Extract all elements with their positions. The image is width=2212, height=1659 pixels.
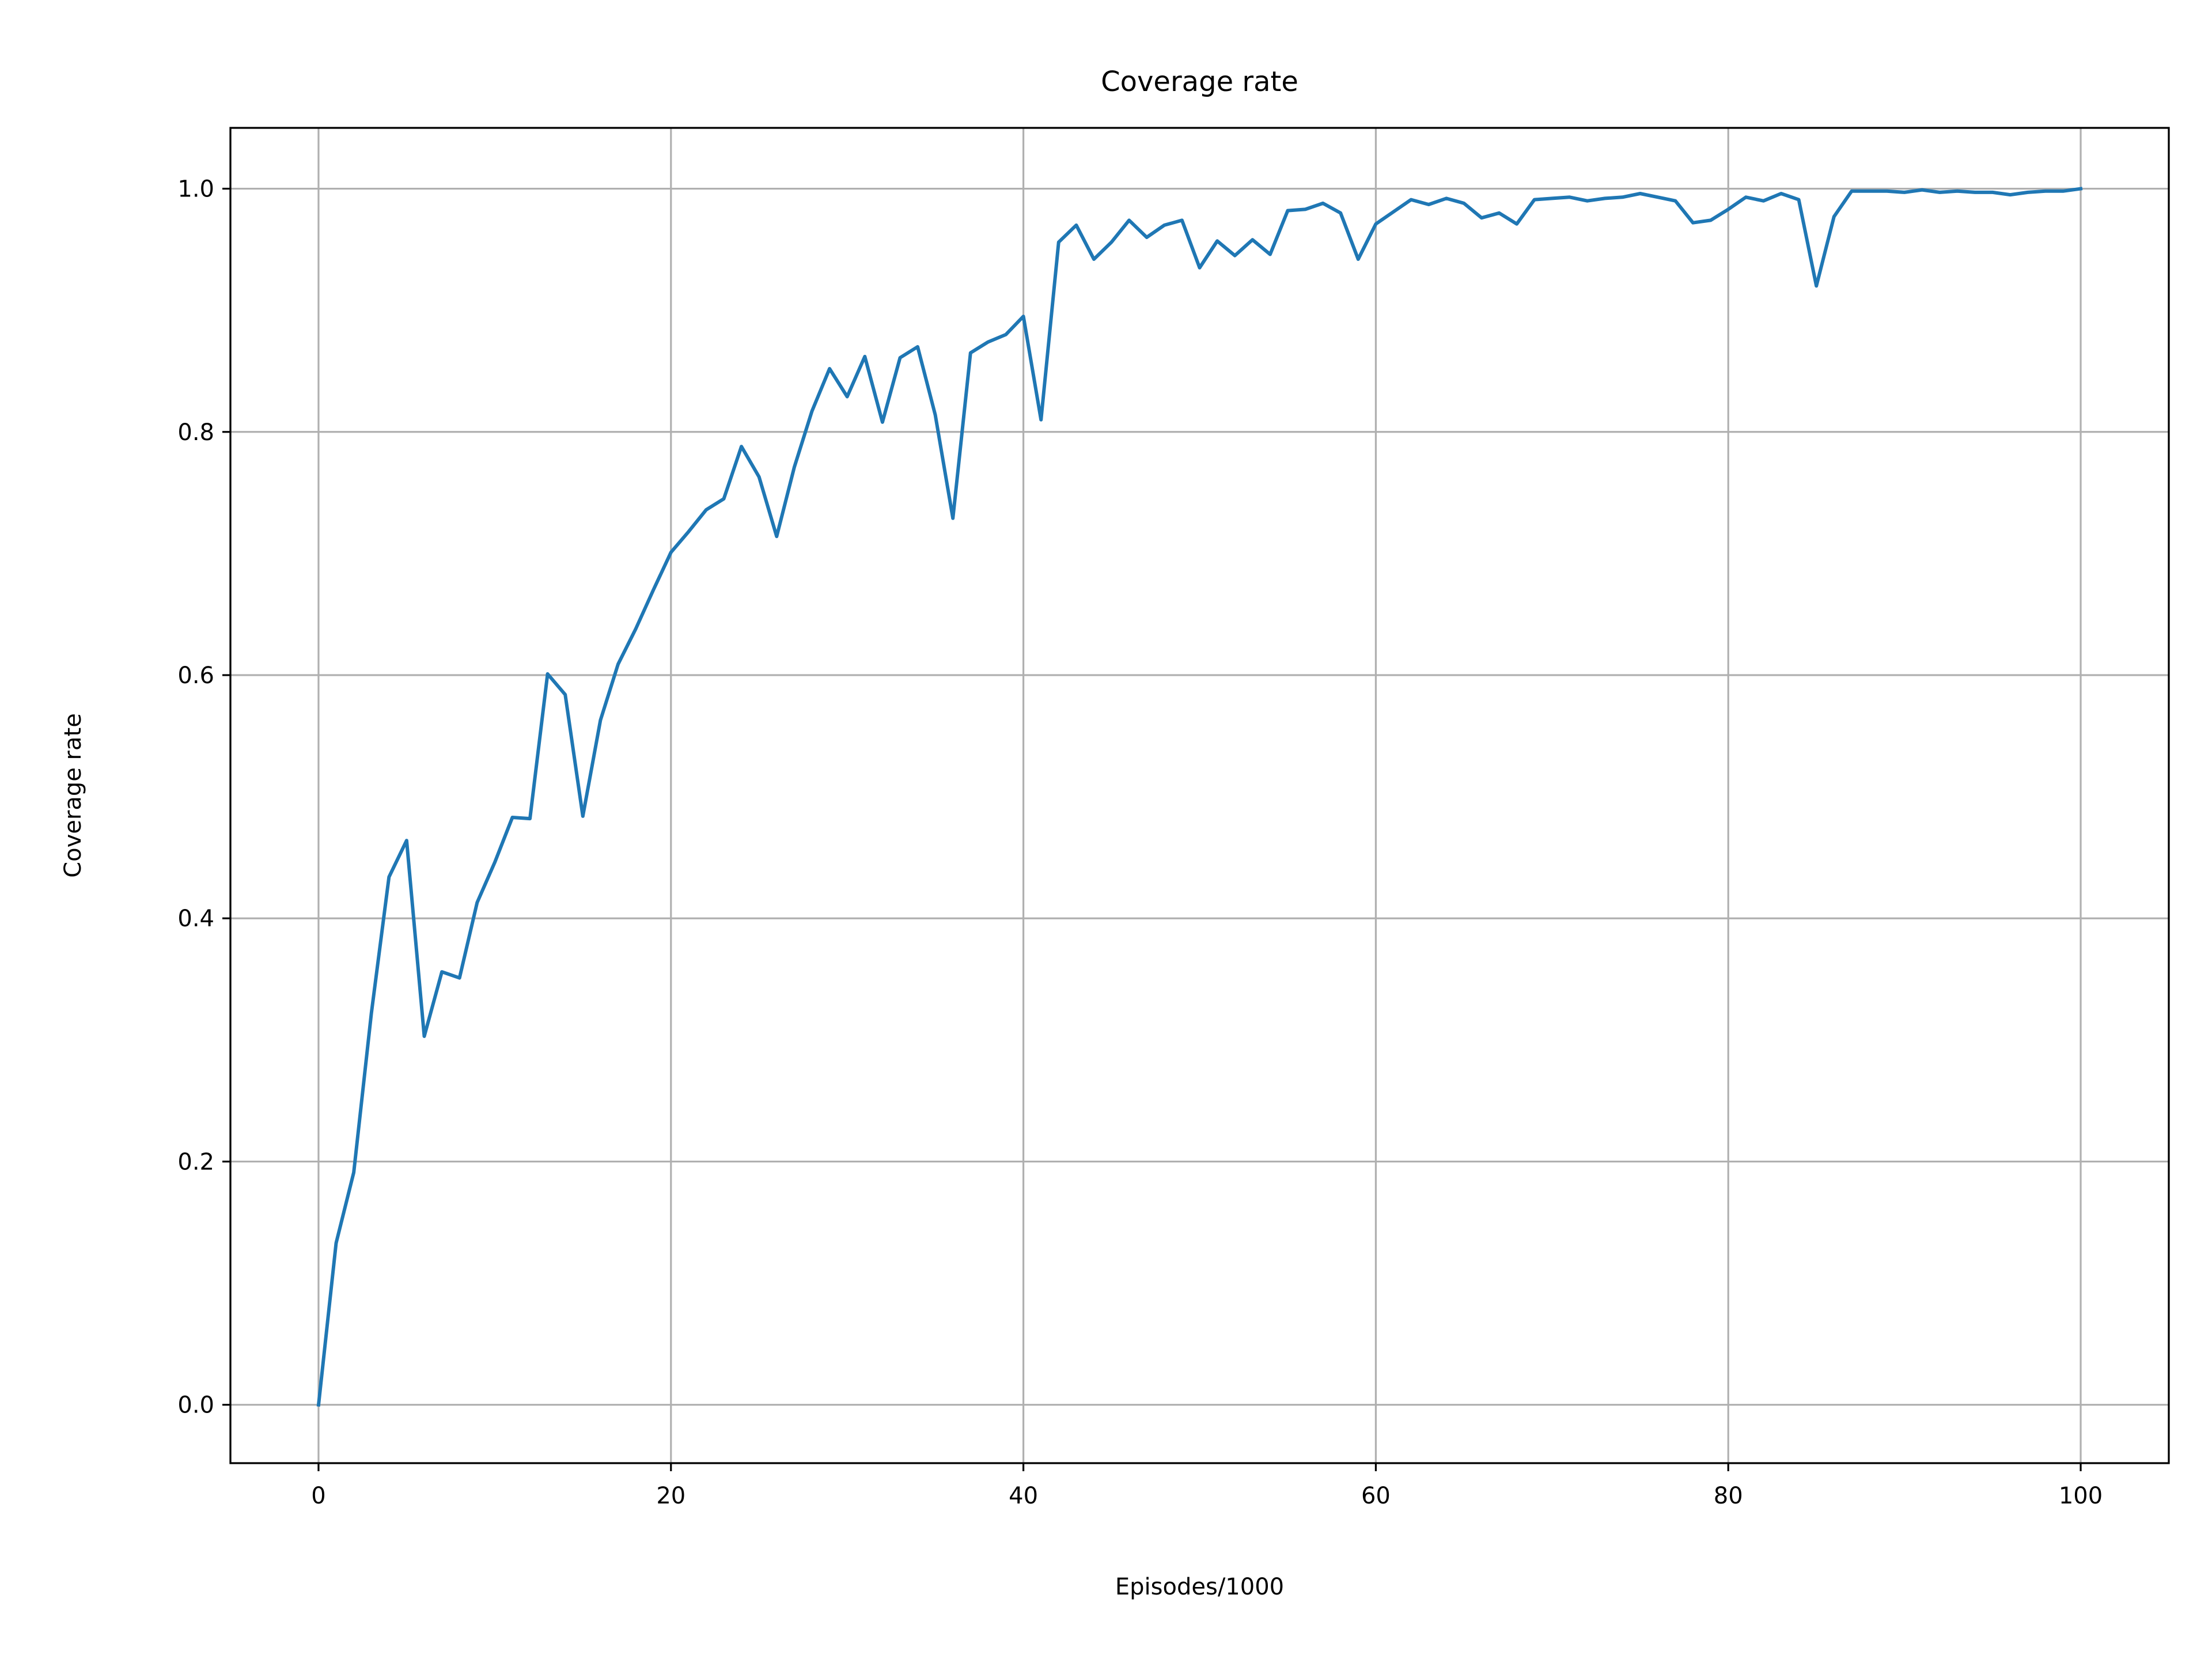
x-tick-label: 0 (311, 1483, 325, 1509)
axis-ticks: 0 20 40 60 80 100 0.0 0.2 0.4 0.6 0.8 1.0 (177, 176, 2103, 1509)
plot-frame (229, 127, 2170, 1464)
x-tick-label: 60 (1361, 1483, 1391, 1509)
y-tick-label: 1.0 (177, 176, 214, 203)
x-tick-label: 100 (2059, 1483, 2103, 1509)
grid-lines (230, 128, 2169, 1463)
y-tick-label: 0.0 (177, 1392, 214, 1419)
x-axis-label: Episodes/1000 (1115, 1574, 1284, 1600)
x-tick-label: 40 (1009, 1483, 1038, 1509)
y-tick-label: 0.4 (177, 906, 214, 932)
series-line (316, 187, 2083, 1407)
x-tick-label: 80 (1714, 1483, 1743, 1509)
y-tick-label: 0.2 (177, 1149, 214, 1175)
y-axis-label: Coverage rate (60, 713, 86, 878)
y-tick-label: 0.6 (177, 662, 214, 689)
y-tick-label: 0.8 (177, 419, 214, 446)
x-tick-label: 20 (656, 1483, 685, 1509)
series-group (316, 187, 2083, 1407)
chart-title: Coverage rate (1101, 66, 1298, 98)
